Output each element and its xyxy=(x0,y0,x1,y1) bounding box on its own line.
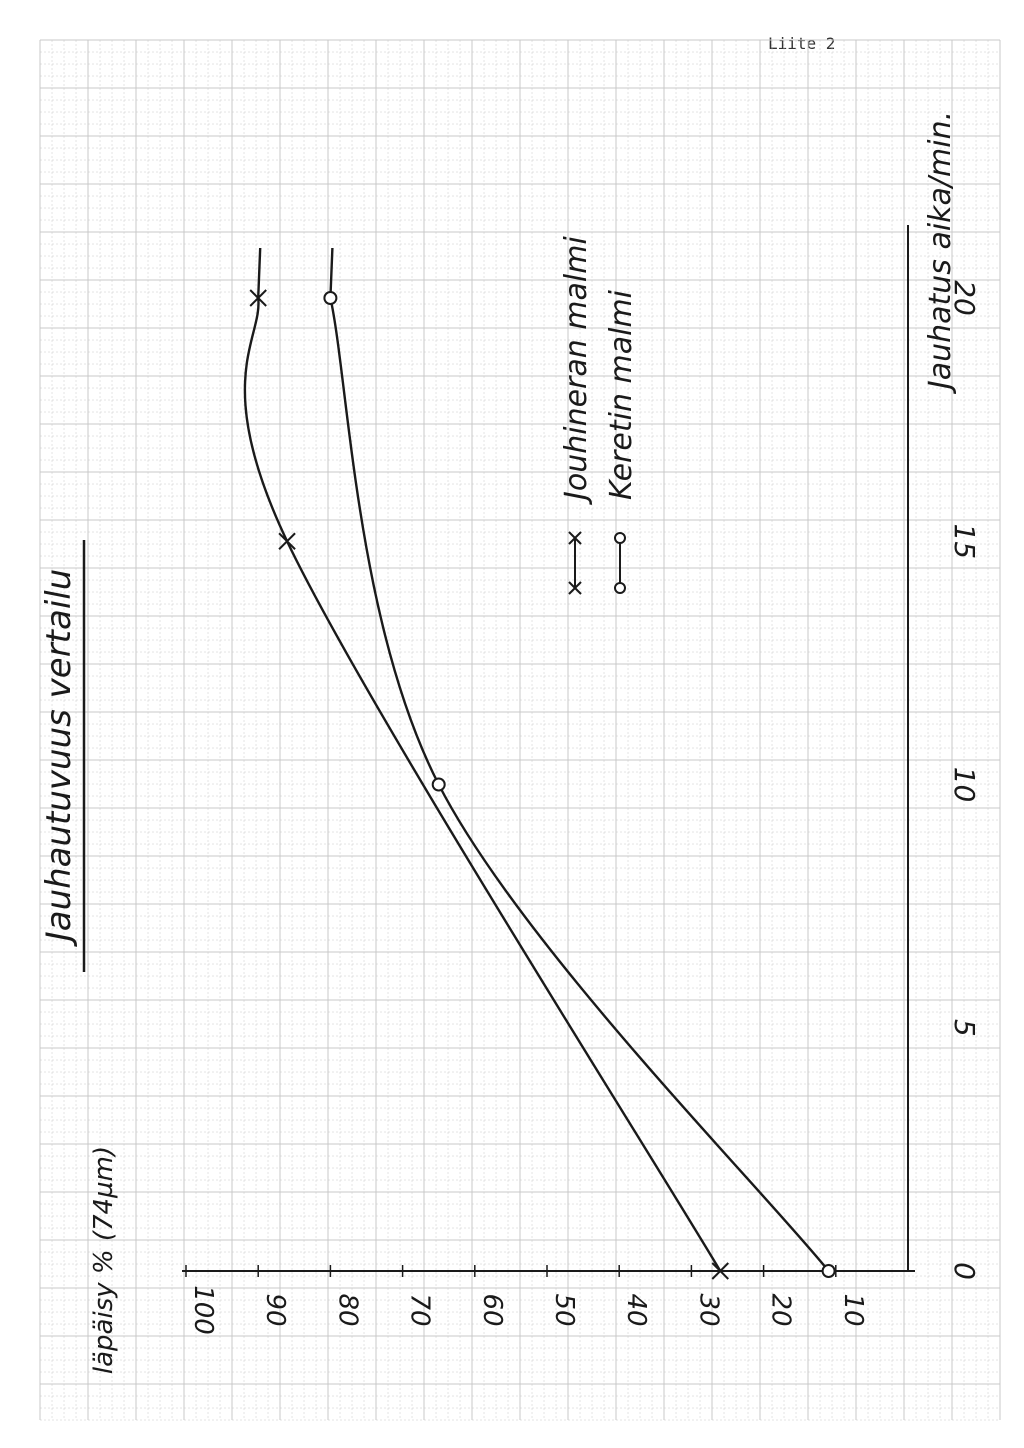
y-tick-label: 50 xyxy=(549,1293,579,1326)
legend-marker-2 xyxy=(614,532,626,544)
x-tick-label: 15 xyxy=(948,523,981,559)
graph-paper-grid xyxy=(39,39,1001,1421)
y-tick-label: 70 xyxy=(405,1293,435,1326)
appendix-label: Liite 2 xyxy=(768,34,836,53)
legend-marker-1 xyxy=(568,531,582,545)
y-tick-label: 10 xyxy=(838,1293,868,1326)
legend-label-2: Keretin malmi xyxy=(604,289,639,500)
y-tick-label: 30 xyxy=(693,1293,723,1326)
y-axis-label: läpäisy % (74µm) xyxy=(89,1146,119,1374)
series-1-point xyxy=(249,289,267,307)
legend-marker-1 xyxy=(568,581,582,595)
y-tick-label: 90 xyxy=(260,1293,290,1326)
series-2-point xyxy=(431,777,446,792)
x-tick-label: 20 xyxy=(948,280,981,316)
series-2-point xyxy=(821,1264,836,1278)
legend-marker-2 xyxy=(614,582,626,594)
y-tick-label: 20 xyxy=(766,1293,796,1326)
x-tick-label: 5 xyxy=(948,1019,981,1037)
tick-labels: 10 20 30 40 50 60 70 80 90 100 0 5 10 15 20 xyxy=(188,280,981,1335)
chart-markers xyxy=(249,289,836,1280)
chart-axes xyxy=(182,225,915,1277)
chart-title: Jauhautuvuus vertailu xyxy=(39,569,79,948)
chart-legend: Jouhineran malmi Keretin malmi xyxy=(559,236,639,595)
y-tick-label: 80 xyxy=(332,1293,362,1326)
x-tick-label: 10 xyxy=(948,767,981,803)
x-axis-label: Jauhatus aika/min. xyxy=(923,111,958,394)
series-line-1 xyxy=(243,247,722,1272)
legend-label-1: Jouhineran malmi xyxy=(559,236,594,505)
y-tick-label: 60 xyxy=(477,1293,507,1326)
series-1-point xyxy=(278,532,296,550)
y-tick-label: 100 xyxy=(188,1285,218,1335)
y-tick-label: 40 xyxy=(621,1293,651,1326)
chart-titles: Jauhautuvuus vertailu läpäisy % (74µm) J… xyxy=(39,111,958,1374)
series-1-point xyxy=(711,1262,729,1280)
x-tick-label: 0 xyxy=(948,1262,981,1280)
series-2-point xyxy=(323,291,338,305)
